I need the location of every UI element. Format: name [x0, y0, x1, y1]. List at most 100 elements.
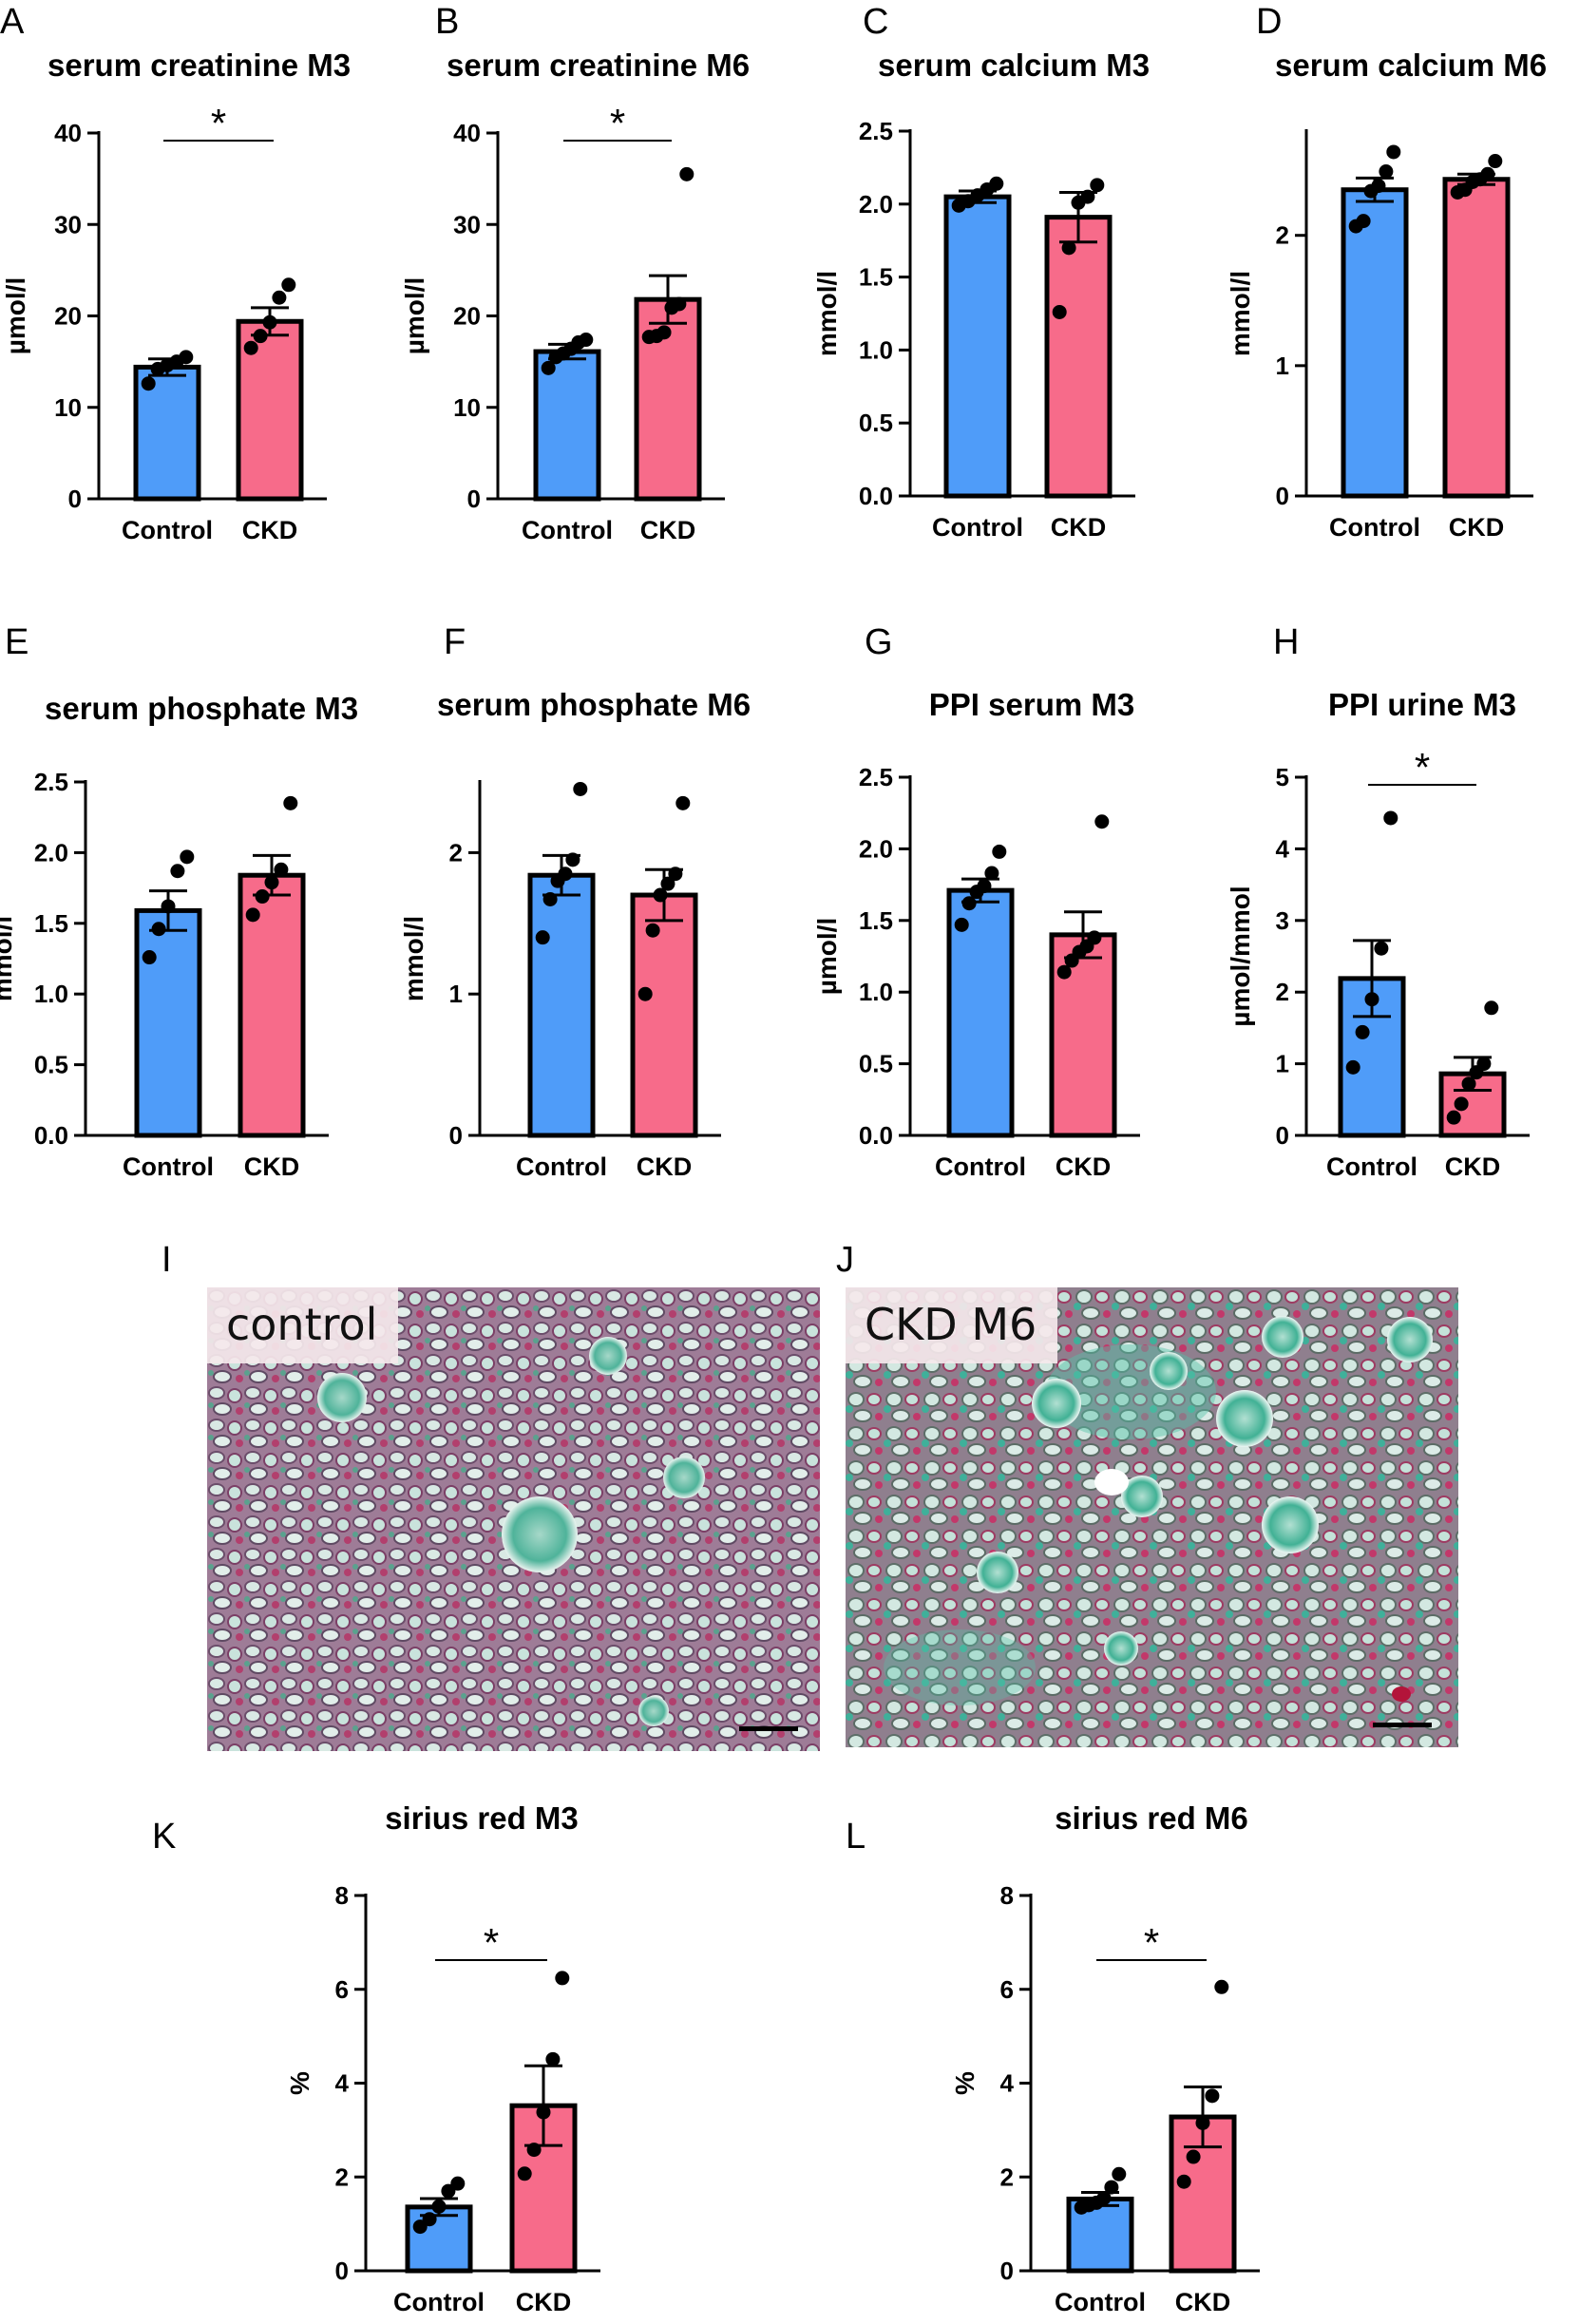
x-tick-label: Control — [393, 2288, 485, 2316]
data-point — [245, 907, 260, 923]
data-point — [1480, 166, 1495, 181]
y-tick-label: 0.5 — [859, 409, 893, 437]
y-tick-label: 0 — [335, 2257, 349, 2285]
y-tick-label: 1 — [1276, 352, 1289, 380]
scale-bar — [739, 1726, 798, 1731]
data-point — [679, 166, 694, 181]
data-point — [1355, 1024, 1370, 1039]
y-tick-label: 2 — [449, 838, 463, 867]
bar-control — [134, 907, 202, 1138]
data-point — [1090, 178, 1105, 193]
data-point — [422, 2212, 437, 2227]
panel-letter: L — [846, 1817, 866, 1857]
y-tick-label: 2.5 — [859, 117, 893, 145]
y-tick-label: 2 — [1000, 2162, 1014, 2191]
y-axis-label: % — [285, 2071, 314, 2095]
x-tick-label: Control — [123, 1152, 214, 1181]
x-tick-label: CKD — [640, 516, 696, 544]
micrograph-ckd-label: CKD M6 — [846, 1287, 1058, 1363]
panel-letter: I — [162, 1240, 172, 1280]
y-tick-label: 0 — [449, 1121, 463, 1150]
x-tick-label: Control — [935, 1152, 1026, 1181]
y-tick-label: 2.0 — [859, 834, 893, 863]
data-point — [526, 2143, 542, 2158]
x-tick-label: CKD — [1449, 513, 1505, 542]
data-point — [1087, 930, 1102, 945]
y-tick-label: 10 — [453, 393, 481, 422]
data-point — [558, 867, 573, 882]
y-axis-label: mmol/l — [0, 916, 17, 1001]
y-tick-label: 0.0 — [859, 482, 893, 510]
bar-control — [1341, 187, 1409, 499]
x-tick-label: CKD — [1056, 1152, 1112, 1181]
data-point — [1205, 2088, 1220, 2104]
x-tick-label: CKD — [242, 516, 298, 544]
panel-letter: E — [5, 622, 29, 662]
panel-title: serum creatinine M6 — [447, 48, 750, 83]
data-point — [675, 795, 691, 810]
micrograph-control: control — [207, 1287, 820, 1751]
data-point — [1061, 240, 1076, 256]
bar-control — [943, 194, 1012, 499]
data-point — [656, 325, 672, 340]
y-tick-label: 0 — [1276, 482, 1289, 510]
y-tick-label: 2 — [1276, 978, 1289, 1006]
y-axis-label: µmol/mmol — [1226, 886, 1255, 1026]
data-point — [281, 277, 296, 293]
y-tick-label: 1.5 — [859, 263, 893, 292]
bar-ckd — [1442, 177, 1511, 499]
panel-h: H PPI urine M3 0 1 2 3 4 5 µmol/mmol Control CKD * — [1226, 622, 1530, 1181]
panel-title: PPI serum M3 — [929, 687, 1134, 722]
data-point — [645, 923, 660, 938]
data-point — [179, 350, 194, 365]
data-point — [954, 917, 969, 932]
significance-marker: * — [484, 1920, 499, 1965]
y-tick-label: 0.0 — [859, 1121, 893, 1150]
data-point — [992, 844, 1007, 859]
y-axis-label: mmol/l — [1226, 271, 1255, 356]
y-tick-label: 20 — [54, 302, 82, 331]
data-point — [1186, 2149, 1201, 2164]
y-tick-label: 6 — [1000, 1975, 1014, 2004]
panel-letter: H — [1273, 622, 1299, 662]
data-point — [1371, 179, 1386, 194]
data-point — [637, 986, 653, 1001]
data-point — [1080, 189, 1095, 204]
panel-letter: J — [836, 1240, 854, 1280]
y-tick-label: 1.0 — [859, 978, 893, 1006]
y-tick-label: 10 — [54, 393, 82, 422]
data-point — [170, 864, 185, 879]
data-point — [450, 2176, 466, 2191]
data-point — [264, 875, 279, 890]
data-point — [1476, 1057, 1492, 1072]
data-point — [541, 360, 556, 375]
data-point — [253, 329, 268, 344]
data-point — [262, 314, 277, 330]
y-tick-label: 30 — [54, 210, 82, 238]
y-tick-label: 1.5 — [859, 906, 893, 935]
bar-control — [527, 872, 596, 1138]
y-tick-label: 20 — [453, 302, 481, 331]
y-tick-label: 2 — [335, 2162, 349, 2191]
data-point — [283, 795, 298, 810]
data-point — [989, 176, 1004, 191]
significance-marker: * — [1415, 745, 1430, 790]
scale-bar — [1373, 1723, 1432, 1727]
y-tick-label: 4 — [1000, 2069, 1015, 2098]
data-point — [542, 892, 558, 907]
panel-title: serum calcium M3 — [878, 48, 1150, 83]
x-tick-label: CKD — [244, 1152, 300, 1181]
data-point — [141, 376, 156, 391]
data-point — [672, 296, 687, 312]
y-tick-label: 4 — [1276, 834, 1290, 863]
panel-title: sirius red M3 — [385, 1800, 579, 1836]
y-tick-label: 3 — [1276, 906, 1289, 935]
x-tick-label: CKD — [637, 1152, 693, 1181]
y-tick-label: 5 — [1276, 763, 1289, 791]
y-tick-label: 40 — [54, 119, 82, 147]
y-tick-label: 1 — [1276, 1050, 1289, 1078]
